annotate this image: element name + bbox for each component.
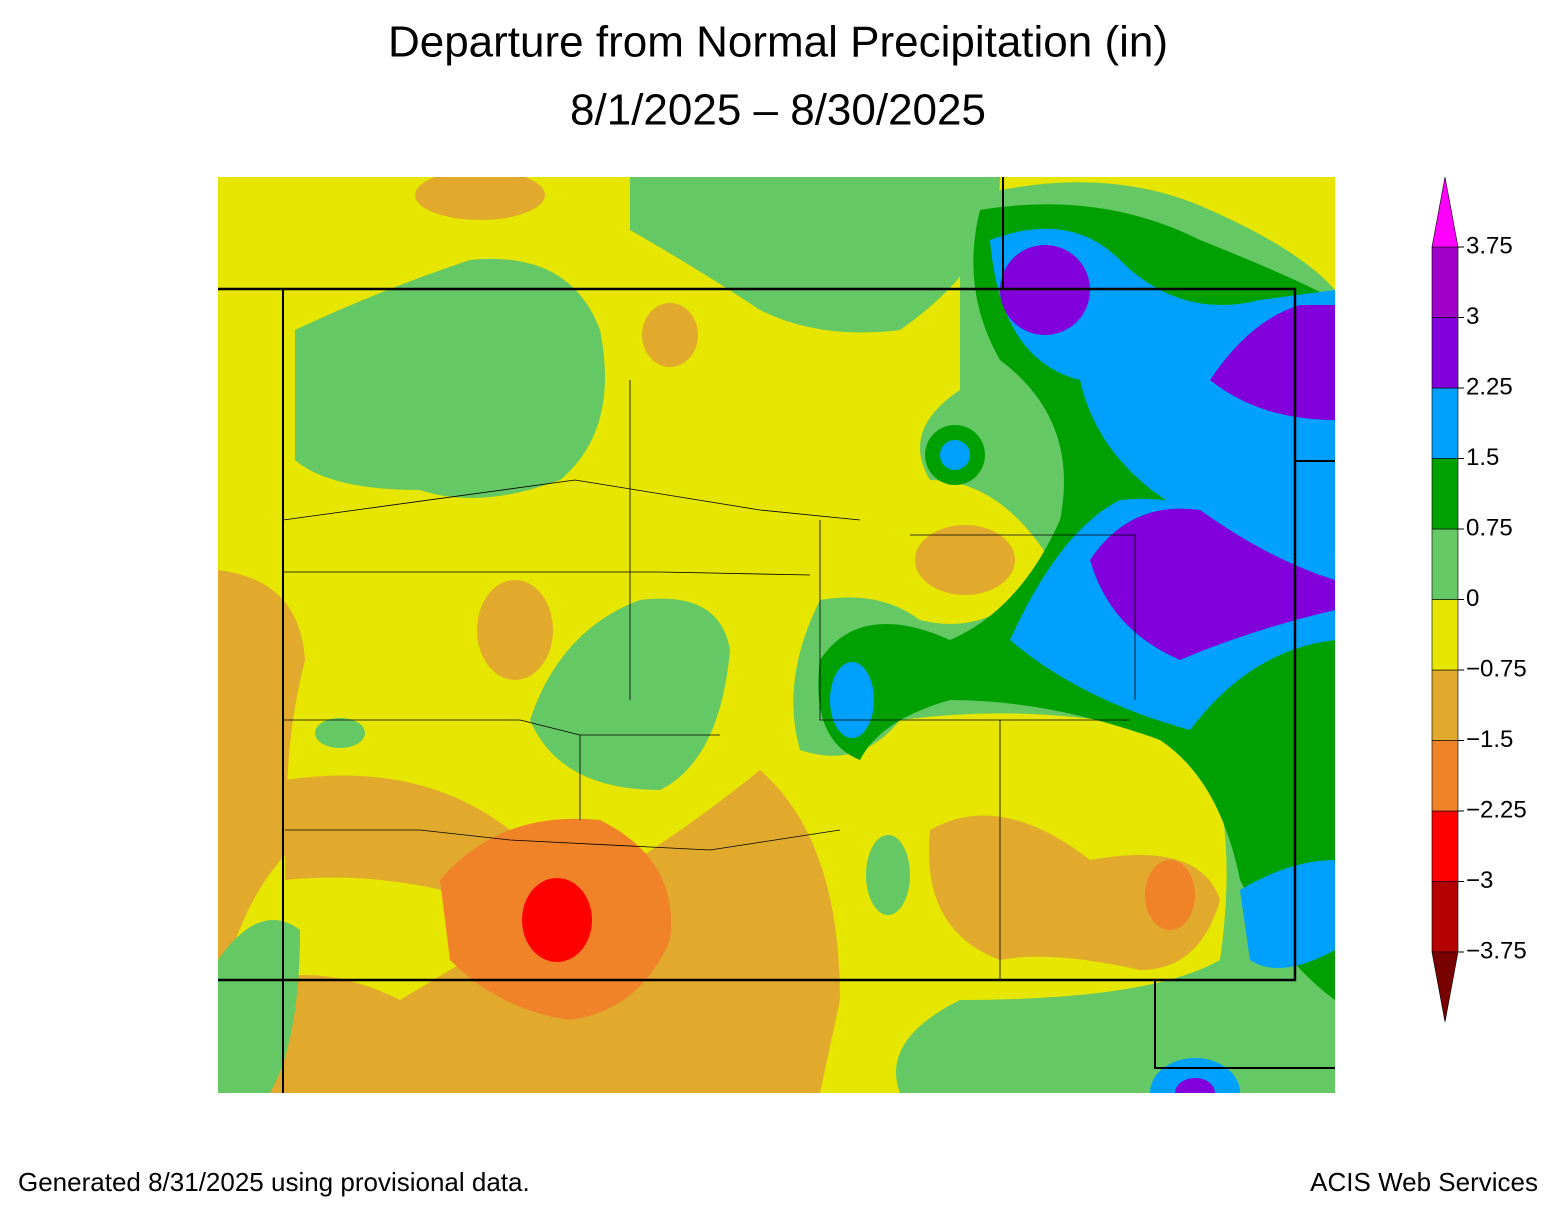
colorbar-tick-label: 2.25: [1466, 373, 1513, 400]
colorbar-bin: [1431, 810, 1459, 882]
colorbar-bin: [1431, 528, 1459, 600]
colorbar-bin: [1431, 246, 1459, 318]
colorbar-bin: [1431, 881, 1459, 953]
colorbar-tick-label: 0: [1466, 585, 1479, 612]
colorbar-tick-label: 1.5: [1466, 444, 1499, 471]
colorbar-bin: [1431, 458, 1459, 530]
colorbar-under: [1431, 951, 1459, 1023]
legend: −3.75 −3 −2.25 −1.5 −0.75 0 0.75 1.5 2.25 3 3.75: [1431, 176, 1527, 1023]
footer-left: Generated 8/31/2025 using provisional da…: [18, 1167, 530, 1197]
footer-right: ACIS Web Services: [1310, 1167, 1538, 1197]
colorbar-tick-label: −1.5: [1466, 726, 1513, 753]
map-subtitle: 8/1/2025 – 8/30/2025: [570, 86, 986, 135]
colorbar-over: [1431, 176, 1459, 248]
colorbar-tick-label: −0.75: [1466, 655, 1527, 682]
colorbar-tick-label: −3.75: [1466, 937, 1527, 964]
map: [218, 177, 1335, 1093]
colorbar-bin: [1431, 317, 1459, 389]
colorbar-tick-label: −2.25: [1466, 796, 1527, 823]
colorbar-bin: [1431, 387, 1459, 459]
colorbar-bin: [1431, 740, 1459, 812]
colorbar-tick-label: 0.75: [1466, 514, 1513, 541]
colorbar-tick-label: 3: [1466, 303, 1479, 330]
colorbar-bin: [1431, 669, 1459, 741]
colorbar-bin: [1431, 599, 1459, 671]
colorbar-tick-label: 3.75: [1466, 232, 1513, 259]
colorbar-tick-label: −3: [1466, 867, 1493, 894]
map-title: Departure from Normal Precipitation (in): [388, 18, 1168, 67]
